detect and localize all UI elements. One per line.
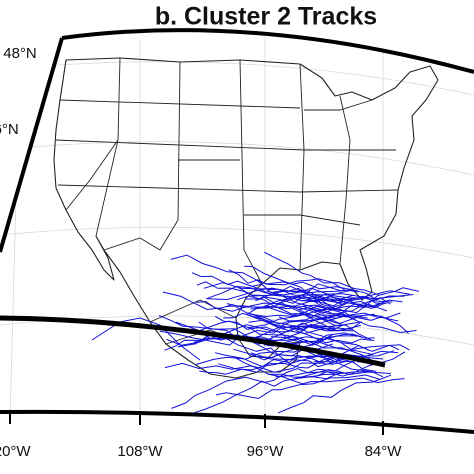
lon-label: 108°W [117, 443, 163, 460]
storm-track [257, 278, 355, 291]
storm-track [275, 350, 398, 378]
storm-track [175, 372, 340, 418]
storm-tracks [91, 251, 420, 418]
storm-track [248, 313, 354, 332]
lat-label: 36°N [0, 121, 19, 138]
storm-track [236, 286, 417, 334]
storm-track [164, 356, 355, 373]
storm-track [162, 291, 343, 325]
storm-track [215, 374, 380, 400]
map-frame [0, 28, 474, 435]
storm-track [225, 304, 366, 310]
mean-track [0, 315, 386, 368]
storm-track [295, 329, 375, 344]
lon-label: 84°W [365, 443, 403, 460]
storm-track [267, 370, 384, 378]
lon-label: 120°W [0, 443, 31, 460]
storm-track [298, 299, 403, 312]
storm-track [170, 254, 334, 308]
lat-label: 48°N [3, 45, 37, 62]
graticule [0, 30, 474, 421]
storm-track [266, 290, 410, 334]
storm-track [263, 338, 400, 352]
storm-track [277, 374, 392, 414]
storm-track [244, 265, 363, 302]
storm-track [248, 316, 399, 328]
storm-track [232, 355, 405, 385]
storm-track [303, 300, 386, 314]
storm-track [203, 282, 388, 312]
storm-track [223, 312, 362, 332]
coastlines [53, 57, 439, 379]
storm-track [171, 368, 345, 409]
storm-track [281, 321, 362, 335]
storm-track [228, 269, 346, 291]
storm-track [237, 295, 357, 321]
storm-track [265, 294, 414, 309]
storm-track [299, 362, 378, 379]
storm-track [263, 251, 379, 296]
storm-track [250, 296, 345, 310]
map-title: b. Cluster 2 Tracks [155, 3, 377, 31]
map-body [0, 30, 474, 421]
storm-track [313, 287, 420, 315]
storm-track [214, 315, 358, 343]
lon-label: 96°W [247, 443, 285, 460]
